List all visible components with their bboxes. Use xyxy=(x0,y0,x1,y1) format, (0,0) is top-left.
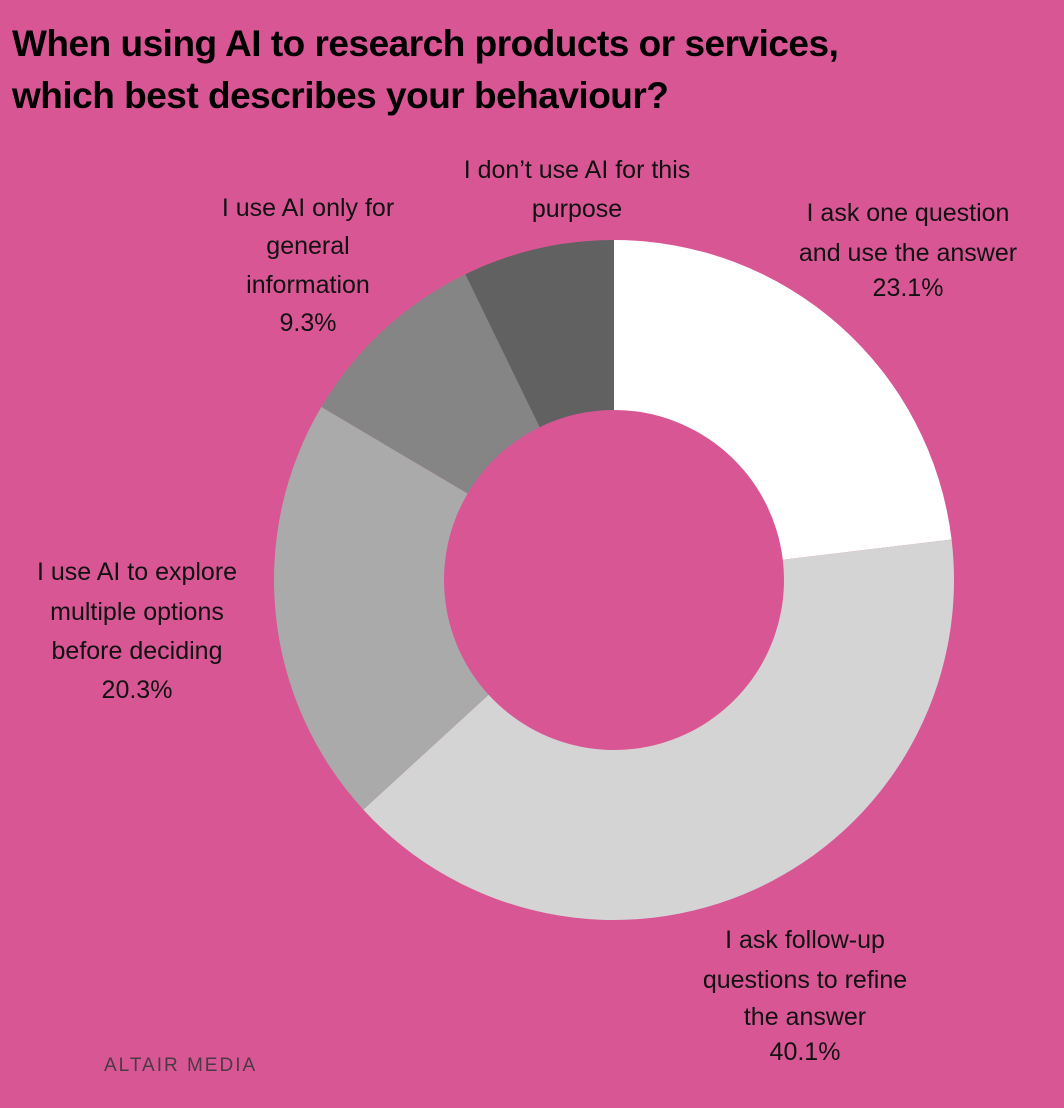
chart-title-line: When using AI to research products or se… xyxy=(12,23,839,64)
slice-label: I use AI to explore xyxy=(37,558,237,586)
donut-slice xyxy=(321,274,540,494)
slice-label: the answer xyxy=(744,1003,866,1031)
slice-value-label: 40.1% xyxy=(770,1038,841,1066)
slice-label: and use the answer xyxy=(799,239,1017,267)
chart-title-line: which best describes your behaviour? xyxy=(12,75,669,116)
brand-logo-text: ALTAIR MEDIA xyxy=(104,1055,258,1076)
slice-label: I ask follow-up xyxy=(725,926,885,954)
slice-label: purpose xyxy=(532,195,622,223)
slice-value-label: 9.3% xyxy=(280,309,337,337)
slice-value-label: 20.3% xyxy=(102,676,173,704)
donut-slice xyxy=(363,539,954,920)
donut-slice xyxy=(274,406,489,810)
slice-label: before deciding xyxy=(52,637,223,665)
slice-label: questions to refine xyxy=(703,966,907,994)
slice-label: I don’t use AI for this xyxy=(464,156,691,184)
donut-slice xyxy=(614,240,952,560)
slice-value-label: 23.1% xyxy=(873,274,944,302)
slice-label: multiple options xyxy=(50,598,224,626)
chart-title: When using AI to research products or se… xyxy=(12,18,839,122)
slice-label: I use AI only for xyxy=(222,194,394,222)
slice-label: information xyxy=(246,271,370,299)
slice-label: I ask one question xyxy=(807,199,1010,227)
slice-label: general xyxy=(266,232,349,260)
donut-slice xyxy=(465,240,614,428)
